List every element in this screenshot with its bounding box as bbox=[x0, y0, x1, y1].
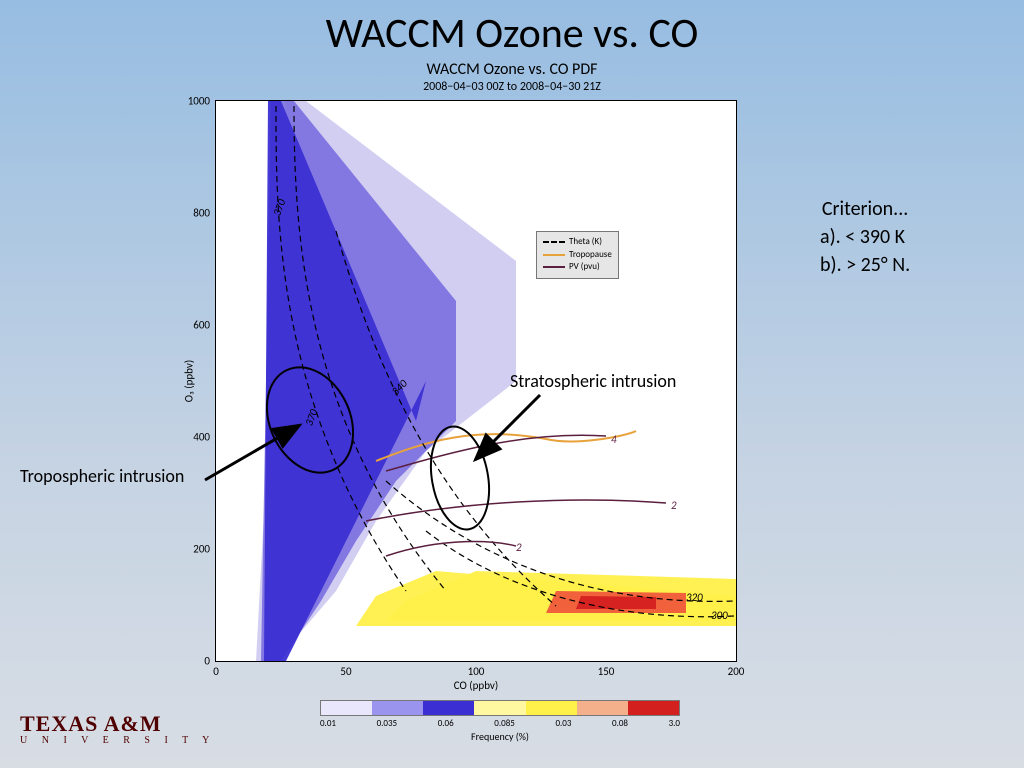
colorbar-label: Frequency (%) bbox=[320, 730, 680, 743]
theta-contour-label: 300 bbox=[711, 609, 728, 622]
theta-contour-label: 320 bbox=[686, 591, 703, 604]
colorbar-tick: 0.035 bbox=[377, 718, 398, 729]
legend-item: PV (pvu) bbox=[543, 261, 612, 274]
colorbar-tick: 0.06 bbox=[438, 718, 454, 729]
x-tick: 150 bbox=[598, 661, 615, 678]
pv-contour-label: 2 bbox=[671, 499, 677, 512]
colorbar-tick: 0.03 bbox=[555, 718, 571, 729]
x-tick: 100 bbox=[468, 661, 485, 678]
chart-title: WACCM Ozone vs. CO PDF bbox=[0, 60, 1024, 79]
colorbar: 0.01 0.035 0.06 0.085 0.03 0.08 3.0 Frequency … bbox=[320, 700, 680, 743]
colorbar-tick: 3.0 bbox=[669, 718, 680, 729]
legend-item: Theta (K) bbox=[543, 236, 612, 249]
y-tick: 600 bbox=[193, 319, 216, 332]
x-tick: 50 bbox=[340, 661, 351, 678]
criterion-block: Criterion... a). < 390 K b). > 25° N. bbox=[820, 195, 910, 279]
annotation-tropospheric: Tropospheric intrusion bbox=[20, 465, 184, 487]
x-axis-label: CO (ppbv) bbox=[454, 679, 498, 692]
university-logo: TEXAS A&M U N I V E R S I T Y bbox=[20, 711, 215, 746]
y-axis-label: O₃ (ppbv) bbox=[183, 360, 196, 402]
logo-sub: U N I V E R S I T Y bbox=[20, 735, 215, 746]
y-tick: 800 bbox=[193, 207, 216, 220]
pv-contour-label: 2 bbox=[516, 541, 522, 554]
x-tick: 0 bbox=[213, 661, 219, 678]
criterion-a: a). < 390 K bbox=[820, 223, 910, 251]
criterion-heading: Criterion... bbox=[820, 195, 910, 223]
slide-title: WACCM Ozone vs. CO bbox=[0, 8, 1024, 59]
y-tick: 200 bbox=[193, 543, 216, 556]
legend-item: Tropopause bbox=[543, 249, 612, 262]
pv-contour-label: 4 bbox=[611, 433, 617, 446]
y-tick: 1000 bbox=[188, 95, 216, 108]
colorbar-tick: 0.01 bbox=[320, 718, 336, 729]
x-tick: 200 bbox=[728, 661, 745, 678]
colorbar-tick: 0.08 bbox=[612, 718, 628, 729]
chart-subtitle: 2008−04−03 00Z to 2008−04−30 21Z bbox=[0, 80, 1024, 94]
logo-main: TEXAS A&M bbox=[20, 711, 215, 737]
legend: Theta (K)TropopausePV (pvu) bbox=[536, 231, 619, 279]
annotation-stratospheric: Stratospheric intrusion bbox=[510, 370, 676, 392]
colorbar-tick: 0.085 bbox=[494, 718, 515, 729]
y-tick: 400 bbox=[193, 431, 216, 444]
criterion-b: b). > 25° N. bbox=[820, 251, 910, 279]
